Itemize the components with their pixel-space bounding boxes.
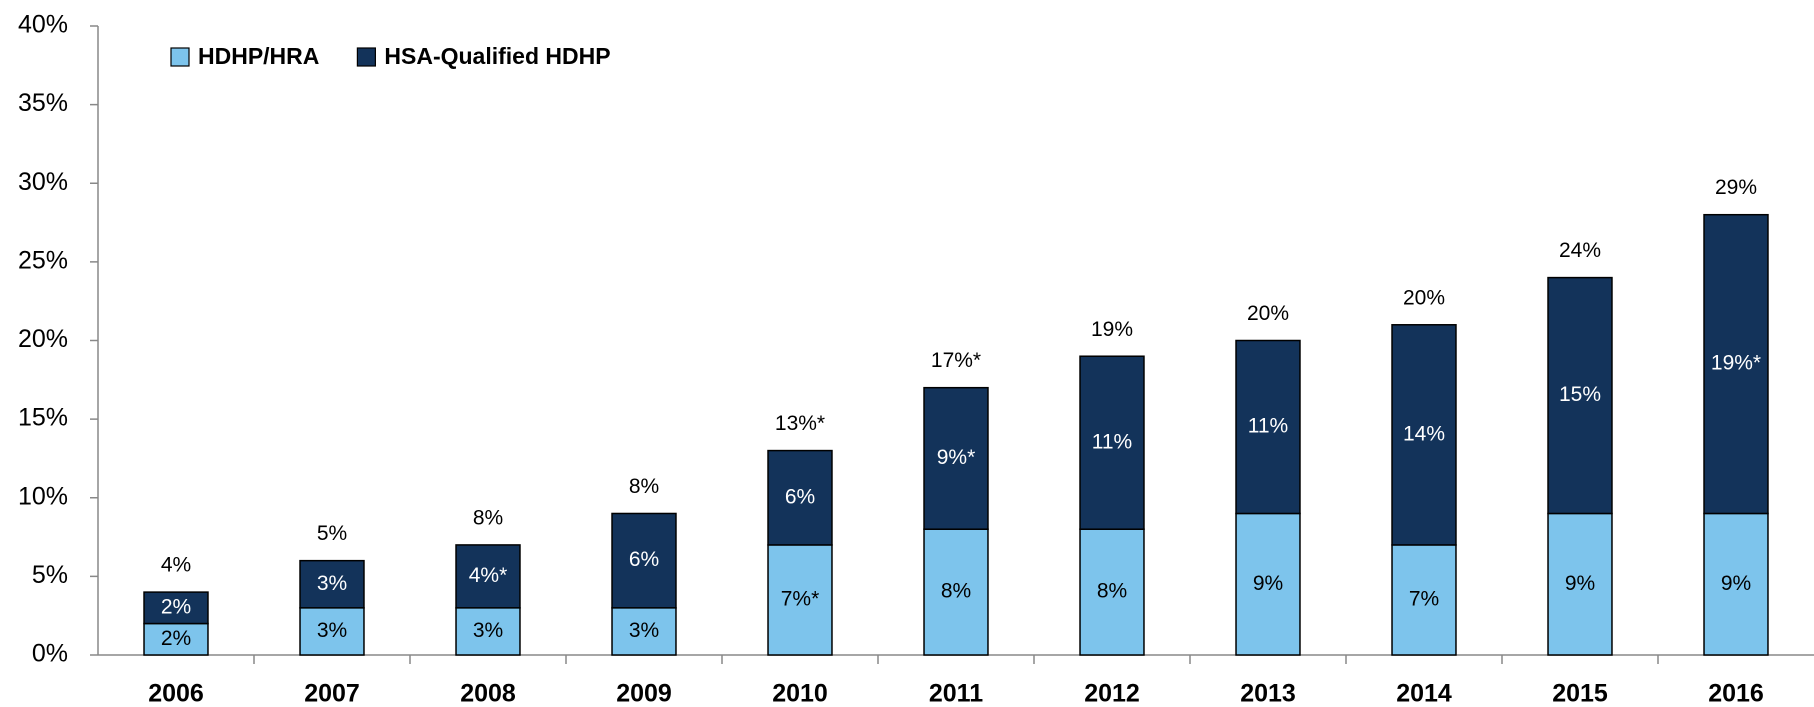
total-label: 29% (1715, 176, 1757, 199)
x-tick-label: 2015 (1552, 680, 1608, 707)
x-tick-label: 2010 (772, 680, 828, 707)
bar-segment (1235, 339, 1301, 515)
bar-segment (455, 607, 521, 656)
data-label: 3% (317, 572, 347, 595)
x-tick-label: 2007 (304, 680, 360, 707)
legend-label: HSA-Qualified HDHP (384, 43, 610, 69)
data-label: 6% (785, 485, 815, 508)
x-tick-label: 2013 (1240, 680, 1296, 707)
total-label: 8% (629, 475, 659, 498)
data-label: 9% (1565, 572, 1595, 595)
data-label: 2% (161, 627, 191, 650)
data-label: 11% (1248, 415, 1288, 438)
data-label: 9% (1253, 572, 1283, 595)
bar-segment (1703, 213, 1769, 515)
bar-segment (611, 512, 677, 609)
data-label: 3% (473, 619, 503, 642)
total-label: 4% (161, 554, 191, 577)
data-label: 9%* (937, 446, 976, 469)
total-label: 19% (1091, 318, 1133, 341)
bar-segment (1079, 355, 1145, 530)
bar-segment (299, 559, 365, 609)
data-label: 14% (1403, 422, 1445, 445)
bar-segment (143, 591, 209, 625)
total-label: 13%* (775, 412, 825, 435)
bar-segment (767, 449, 833, 546)
x-tick-label: 2009 (616, 680, 672, 707)
bar-segment (767, 544, 833, 656)
bar-segment (1703, 512, 1769, 656)
x-tick-label: 2016 (1708, 680, 1764, 707)
y-tick-label: 20% (18, 325, 68, 353)
data-label: 15% (1559, 383, 1601, 406)
data-label: 7% (1409, 588, 1439, 611)
data-label: 3% (317, 619, 347, 642)
y-tick-label: 40% (18, 11, 68, 39)
data-label: 2% (161, 595, 191, 618)
y-tick-label: 10% (18, 482, 68, 510)
data-label: 8% (1097, 580, 1127, 603)
total-label: 5% (317, 522, 347, 545)
data-label: 6% (629, 548, 659, 571)
data-label: 9% (1721, 572, 1751, 595)
x-tick-label: 2006 (148, 680, 204, 707)
data-label: 4%* (469, 564, 508, 587)
y-tick-label: 5% (32, 561, 68, 589)
bar-segment (611, 607, 677, 656)
bar-segment (1391, 544, 1457, 656)
legend-swatch (170, 47, 190, 67)
data-label: 3% (629, 619, 659, 642)
bar-segment (1391, 324, 1457, 546)
total-label: 24% (1559, 239, 1601, 262)
x-tick-label: 2008 (460, 680, 516, 707)
y-tick-label: 30% (18, 168, 68, 196)
x-tick-label: 2012 (1084, 680, 1140, 707)
bar-segment (1547, 276, 1613, 515)
legend-swatch (356, 47, 376, 67)
x-tick-label: 2014 (1396, 680, 1452, 707)
y-tick-label: 35% (18, 89, 68, 117)
total-label: 8% (473, 506, 503, 529)
total-label: 20% (1403, 286, 1445, 309)
data-label: 11% (1092, 430, 1132, 453)
y-tick-label: 25% (18, 246, 68, 274)
bar-segment (1235, 512, 1301, 656)
total-label: 20% (1247, 302, 1289, 325)
data-label: 8% (941, 580, 971, 603)
bar-segment (455, 544, 521, 609)
data-label: 19%* (1711, 352, 1761, 375)
x-tick-label: 2011 (929, 680, 983, 707)
bar-segment (923, 386, 989, 530)
y-tick-label: 0% (32, 640, 68, 668)
data-label: 7%* (781, 588, 820, 611)
legend-label: HDHP/HRA (198, 43, 319, 69)
y-tick-label: 15% (18, 404, 68, 432)
total-label: 17%* (931, 349, 981, 372)
